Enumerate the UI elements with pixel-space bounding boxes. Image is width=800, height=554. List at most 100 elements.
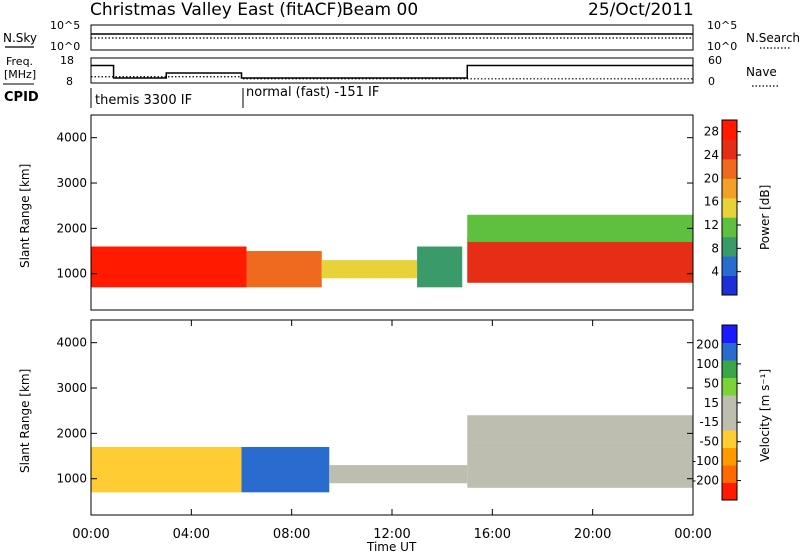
velocity-data [91,415,693,493]
freq-left-tick-top: 18 [60,54,74,67]
power-colorbar-label: Power [dB] [758,185,772,250]
cpid-segment-1: themis 3300 IF [95,93,192,108]
vel-colorbar-swatch-4 [722,412,737,431]
power-colorbar-frame [721,119,738,296]
power-colorbar-swatch-3 [722,217,737,238]
time-tick-label-3: 12:00 [373,527,410,542]
power-colorbar-swatch-2 [722,236,737,257]
time-tick-label-1: 04:00 [173,527,210,542]
vel-colorbar-swatch-9 [722,325,737,343]
time-tick-label-2: 08:00 [273,527,310,542]
vel-colorbar-swatch-7 [722,360,737,378]
vel-colorbar-swatch-2 [722,447,737,466]
power-colorbar-label-2: 12 [704,218,719,232]
time-tick-label-5: 20:00 [574,527,611,542]
nave-right-label: Nave [746,65,777,79]
vel-colorbar-label-7: 200 [696,337,719,351]
vel-band-2 [329,465,468,484]
power-colorbar-swatch-4 [722,197,737,218]
vel-ytick-label-1: 2000 [56,426,87,440]
power-band-0 [91,246,247,288]
time-x-ticks: 00:00 04:00 08:00 12:00 16:00 20:00 00:00 [72,320,712,542]
power-colorbar-swatch-8 [722,120,737,140]
vel-colorbar-swatch-8 [722,342,737,361]
vel-colorbar-label-4: 15 [704,396,719,410]
power-ytick-label-1: 2000 [56,221,87,235]
freq-trace [91,64,693,79]
vel-ytick-label-0: 1000 [56,472,87,486]
date-label: 25/Oct/2011 [588,0,694,20]
power-colorbar-label-6: 28 [704,125,719,139]
velocity-y-ticks: 1000 2000 3000 4000 [56,336,693,486]
vel-band-4 [467,415,693,443]
noise-right-tick-top: 10^5 [707,19,737,32]
nave-right-tick-bottom: 0 [708,75,715,88]
noise-left-label: N.Sky [3,31,37,45]
power-data [91,214,693,288]
noise-traces [91,33,693,39]
power-colorbar-label-4: 20 [704,171,719,185]
site-title: Christmas Valley East (fitACF) [90,0,343,20]
freq-panel-frame [90,57,694,84]
beam-label: Beam 00 [342,0,418,20]
power-colorbar-swatch-6 [722,158,737,179]
power-colorbar-swatch-7 [722,139,737,160]
vel-colorbar-label-6: 100 [696,357,719,371]
vel-colorbar-label-1: -100 [692,454,719,468]
power-band-3 [417,246,463,288]
cpid-label: CPID [4,90,39,105]
power-band-2 [321,260,418,279]
power-ytick-label-0: 1000 [56,267,87,281]
velocity-colorbar: -200 -100 -50 -15 15 50 100 200 [692,324,741,501]
vel-colorbar-frame [721,324,738,501]
velocity-colorbar-label: Velocity [m s⁻¹] [758,369,772,462]
power-ytick-label-2: 3000 [56,176,87,190]
noise-right-tick-bottom: 10^0 [707,40,737,53]
power-colorbar-label-5: 24 [704,148,719,162]
noise-left-tick-bottom: 10^0 [50,40,80,53]
vel-colorbar-swatch-6 [722,377,737,396]
noise-right-label: N.Search [746,31,800,45]
vel-band-1 [241,446,330,493]
time-tick-label-6: 00:00 [674,527,711,542]
velocity-y-axis-label: Slant Range [km] [18,369,32,473]
cpid-segment-2: normal (fast) -151 IF [246,85,379,100]
freq-label-line2: [MHz] [4,68,36,81]
power-colorbar-label-0: 4 [711,265,719,279]
vel-band-0 [91,446,242,493]
power-colorbar-swatch-1 [722,256,737,277]
vel-colorbar-label-3: -15 [699,415,719,429]
freq-label-line1: Freq. [6,55,33,68]
power-panel-frame [90,114,694,311]
power-colorbar-label-1: 8 [711,241,719,255]
power-y-axis-label: Slant Range [km] [18,164,32,268]
noise-left-tick-top: 10^5 [50,19,80,32]
power-band-5 [467,214,693,242]
power-band-1 [246,251,322,288]
time-x-axis-label: Time UT [366,540,417,554]
freq-left-tick-bottom: 8 [66,75,73,88]
vel-ytick-label-3: 4000 [56,336,87,350]
vel-colorbar-swatch-1 [722,465,737,483]
vel-colorbar-swatch-5 [722,395,737,413]
vel-ytick-label-2: 3000 [56,381,87,395]
power-band-4 [467,237,693,283]
vel-colorbar-label-2: -50 [699,435,719,449]
vel-colorbar-swatch-0 [722,482,737,501]
vel-band-3 [467,442,693,488]
vel-colorbar-label-5: 50 [704,376,719,390]
power-colorbar: 4 8 12 16 20 24 28 [704,119,741,296]
freq-nave-traces [91,64,693,80]
vel-colorbar-label-0: -200 [692,474,719,488]
time-tick-label-4: 16:00 [474,527,511,542]
nave-trace [91,76,693,80]
power-y-ticks: 1000 2000 3000 4000 [56,131,693,281]
power-colorbar-swatch-5 [722,178,737,199]
power-colorbar-label-3: 16 [704,195,719,209]
vel-colorbar-swatch-3 [722,430,737,448]
power-ytick-label-3: 4000 [56,131,87,145]
nave-right-tick-top: 60 [708,54,722,67]
power-colorbar-swatch-0 [722,275,737,296]
time-tick-label-0: 00:00 [72,527,109,542]
